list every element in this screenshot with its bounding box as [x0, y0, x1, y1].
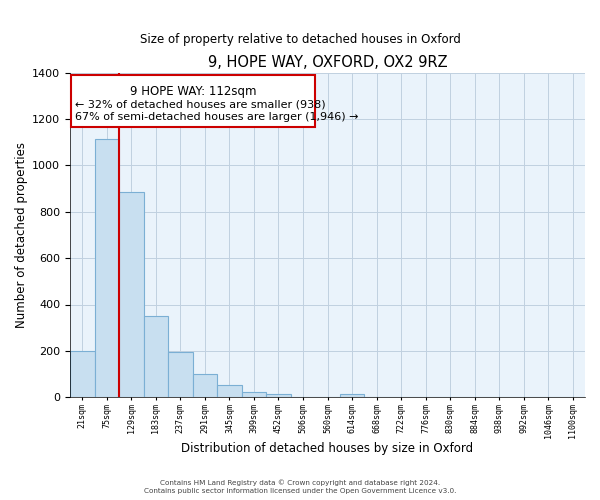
Bar	[340, 394, 364, 398]
Y-axis label: Number of detached properties: Number of detached properties	[15, 142, 28, 328]
Text: ← 32% of detached houses are smaller (938): ← 32% of detached houses are smaller (93…	[75, 99, 326, 109]
Text: Contains HM Land Registry data © Crown copyright and database right 2024.: Contains HM Land Registry data © Crown c…	[160, 480, 440, 486]
Bar	[119, 192, 143, 398]
Bar	[168, 352, 193, 398]
Bar	[71, 75, 315, 127]
Title: 9, HOPE WAY, OXFORD, OX2 9RZ: 9, HOPE WAY, OXFORD, OX2 9RZ	[208, 55, 448, 70]
Bar	[95, 138, 119, 398]
X-axis label: Distribution of detached houses by size in Oxford: Distribution of detached houses by size …	[181, 442, 473, 455]
Text: Size of property relative to detached houses in Oxford: Size of property relative to detached ho…	[140, 32, 460, 46]
Text: Contains public sector information licensed under the Open Government Licence v3: Contains public sector information licen…	[144, 488, 456, 494]
Bar	[242, 392, 266, 398]
Bar	[217, 384, 242, 398]
Bar	[193, 374, 217, 398]
Text: 9 HOPE WAY: 112sqm: 9 HOPE WAY: 112sqm	[130, 86, 256, 98]
Bar	[266, 394, 291, 398]
Bar	[143, 316, 168, 398]
Bar	[70, 351, 95, 398]
Text: 67% of semi-detached houses are larger (1,946) →: 67% of semi-detached houses are larger (…	[75, 112, 358, 122]
